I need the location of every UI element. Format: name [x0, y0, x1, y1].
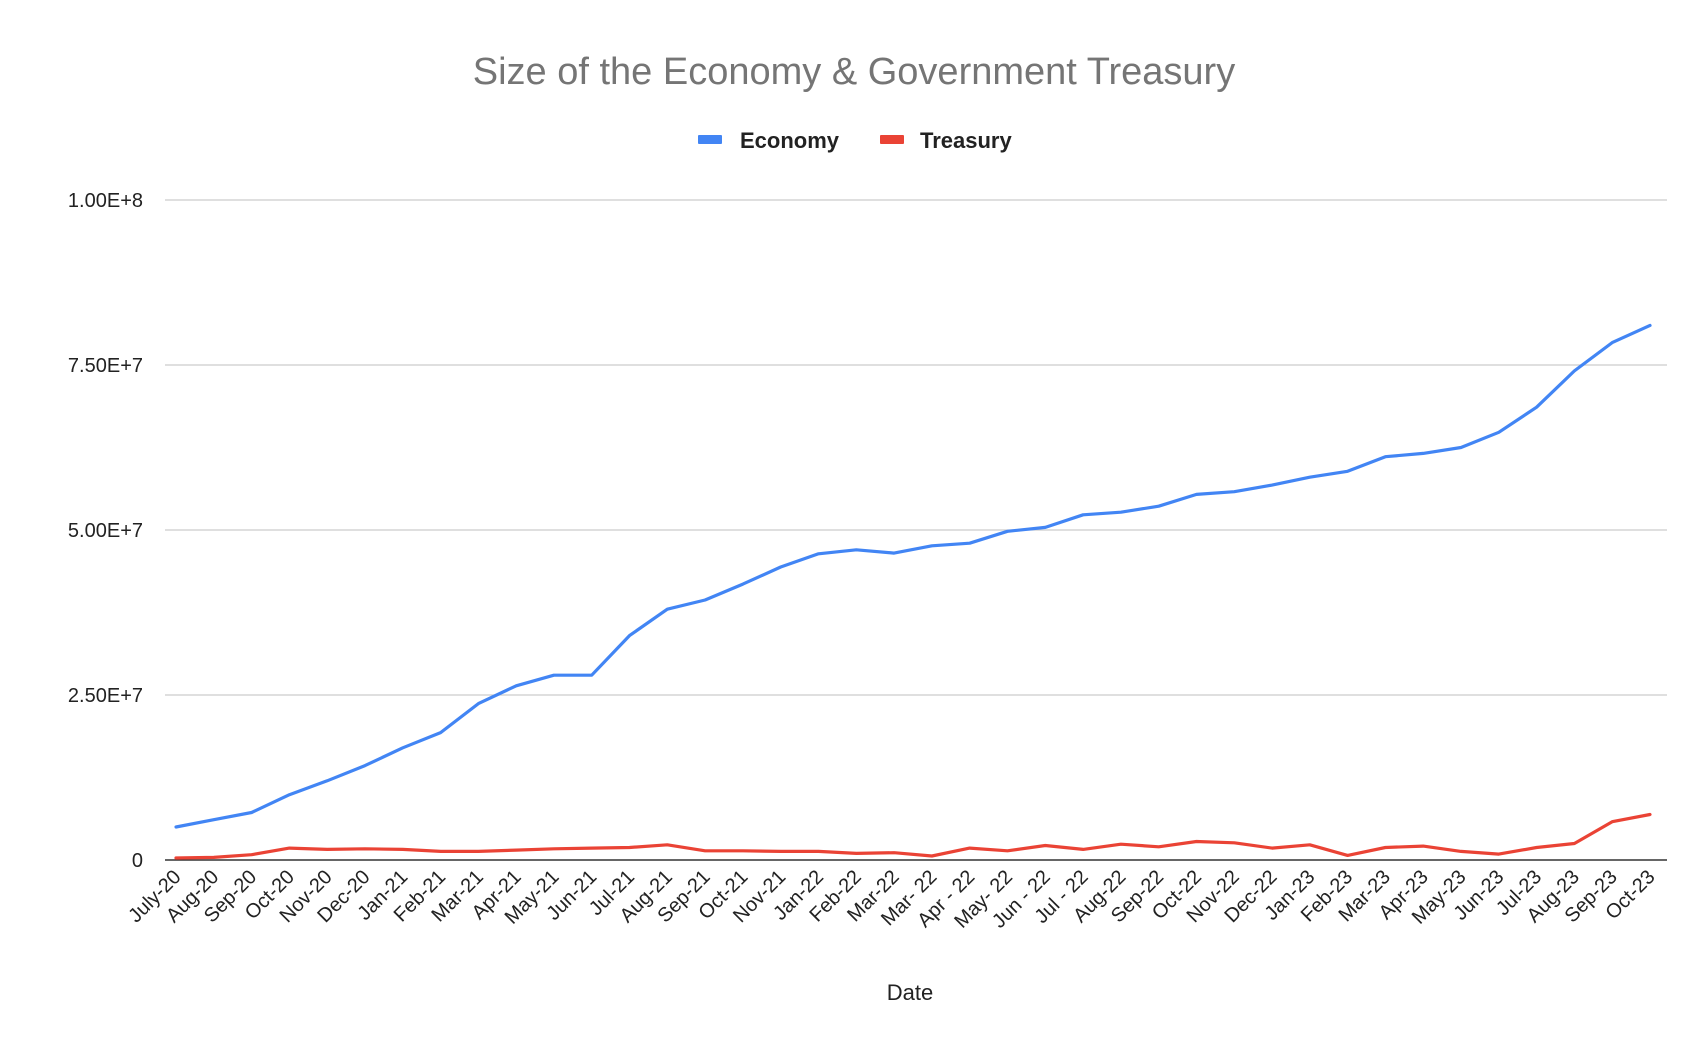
- legend: Economy Treasury: [698, 128, 1012, 153]
- y-axis-tick-labels: 0 2.50E+7 5.00E+7 7.50E+7 1.00E+8: [68, 190, 143, 872]
- y-tick-label: 0: [132, 850, 143, 872]
- series-line-treasury: [174, 812, 1652, 860]
- legend-label-economy: Economy: [740, 128, 840, 153]
- legend-swatch-economy: [698, 135, 722, 144]
- legend-item-treasury[interactable]: Treasury: [880, 128, 1012, 153]
- series-line-economy: [174, 323, 1652, 829]
- legend-swatch-treasury: [880, 135, 904, 144]
- y-tick-label: 7.50E+7: [68, 355, 143, 377]
- x-axis-tick-labels: July-20Aug-20Sep-20Oct-20Nov-20Dec-20Jan…: [124, 866, 1659, 933]
- x-axis-title: Date: [887, 980, 933, 1005]
- legend-item-economy[interactable]: Economy: [698, 128, 840, 153]
- y-tick-label: 5.00E+7: [68, 520, 143, 542]
- gridlines: [165, 199, 1667, 861]
- legend-label-treasury: Treasury: [920, 128, 1012, 153]
- series-lines: [174, 323, 1652, 860]
- y-tick-label: 1.00E+8: [68, 190, 143, 212]
- chart-title: Size of the Economy & Government Treasur…: [473, 51, 1235, 93]
- y-tick-label: 2.50E+7: [68, 685, 143, 707]
